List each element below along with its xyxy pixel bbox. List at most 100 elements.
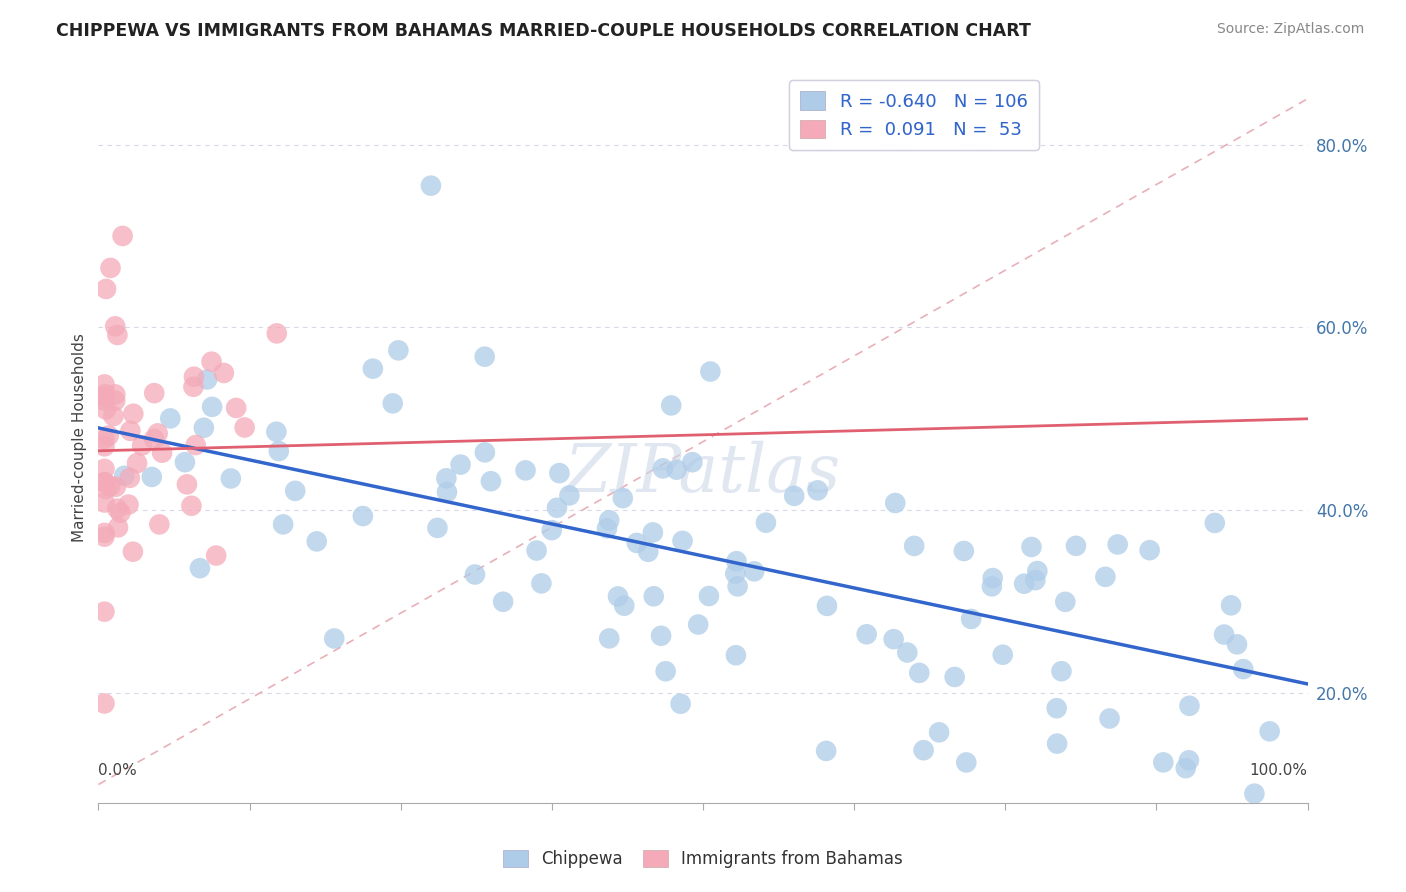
Point — [104, 393, 127, 408]
Point — [1226, 637, 1249, 651]
Point — [1204, 516, 1226, 530]
Point — [1107, 537, 1129, 551]
Point — [112, 468, 135, 483]
Point — [896, 646, 918, 660]
Point — [903, 539, 925, 553]
Point — [107, 520, 129, 534]
Point — [815, 599, 838, 613]
Point — [131, 438, 153, 452]
Point — [724, 648, 747, 663]
Point — [637, 545, 659, 559]
Point — [807, 483, 830, 498]
Point — [284, 483, 307, 498]
Point — [271, 517, 294, 532]
Point — [492, 595, 515, 609]
Point — [479, 474, 502, 488]
Point — [93, 390, 115, 404]
Point — [654, 665, 676, 679]
Point — [117, 498, 139, 512]
Point — [146, 426, 169, 441]
Point — [183, 380, 205, 394]
Point — [1152, 756, 1174, 770]
Point — [641, 525, 664, 540]
Point — [474, 445, 496, 459]
Point — [596, 521, 619, 535]
Point — [1054, 595, 1077, 609]
Point — [607, 590, 630, 604]
Legend: R = -0.640   N = 106, R =  0.091   N =  53: R = -0.640 N = 106, R = 0.091 N = 53 — [789, 80, 1039, 150]
Point — [141, 470, 163, 484]
Point — [725, 554, 748, 568]
Point — [651, 461, 673, 475]
Legend: Chippewa, Immigrants from Bahamas: Chippewa, Immigrants from Bahamas — [496, 843, 910, 875]
Point — [953, 544, 976, 558]
Point — [93, 525, 115, 540]
Point — [98, 479, 121, 493]
Point — [93, 439, 115, 453]
Point — [1178, 698, 1201, 713]
Point — [1064, 539, 1087, 553]
Point — [97, 428, 120, 442]
Point — [93, 377, 115, 392]
Point — [184, 438, 207, 452]
Point — [104, 480, 127, 494]
Point — [474, 350, 496, 364]
Point — [955, 756, 977, 770]
Point — [111, 229, 134, 244]
Point — [650, 629, 672, 643]
Point — [515, 463, 537, 477]
Point — [103, 409, 125, 423]
Text: ZIPatlas: ZIPatlas — [565, 441, 841, 507]
Point — [94, 402, 117, 417]
Point — [122, 407, 145, 421]
Point — [93, 530, 115, 544]
Point — [361, 361, 384, 376]
Point — [669, 697, 692, 711]
Point — [724, 566, 747, 581]
Point — [928, 725, 950, 739]
Point — [100, 260, 122, 275]
Point — [233, 420, 256, 434]
Point — [93, 462, 115, 476]
Point — [118, 471, 141, 485]
Point — [183, 369, 205, 384]
Text: CHIPPEWA VS IMMIGRANTS FROM BAHAMAS MARRIED-COUPLE HOUSEHOLDS CORRELATION CHART: CHIPPEWA VS IMMIGRANTS FROM BAHAMAS MARR… — [56, 22, 1031, 40]
Point — [352, 509, 374, 524]
Point — [150, 445, 173, 459]
Point — [195, 372, 218, 386]
Point — [266, 326, 288, 341]
Point — [426, 521, 449, 535]
Point — [783, 489, 806, 503]
Point — [225, 401, 247, 415]
Point — [450, 458, 472, 472]
Text: Source: ZipAtlas.com: Source: ZipAtlas.com — [1216, 22, 1364, 37]
Point — [94, 482, 117, 496]
Point — [104, 387, 127, 401]
Point — [105, 501, 128, 516]
Point — [613, 599, 636, 613]
Point — [1046, 701, 1069, 715]
Point — [93, 697, 115, 711]
Point — [193, 421, 215, 435]
Point — [159, 411, 181, 425]
Point — [884, 496, 907, 510]
Point — [908, 665, 931, 680]
Point — [205, 549, 228, 563]
Point — [612, 491, 634, 505]
Point — [960, 612, 983, 626]
Point — [93, 605, 115, 619]
Point — [1050, 664, 1073, 678]
Point — [188, 561, 211, 575]
Point — [912, 743, 935, 757]
Point — [143, 432, 166, 446]
Point — [665, 463, 688, 477]
Point — [107, 328, 129, 343]
Point — [434, 471, 457, 485]
Point — [267, 444, 290, 458]
Point — [180, 499, 202, 513]
Point — [558, 488, 581, 502]
Point — [200, 354, 222, 368]
Point — [323, 632, 346, 646]
Point — [681, 455, 703, 469]
Point — [991, 648, 1014, 662]
